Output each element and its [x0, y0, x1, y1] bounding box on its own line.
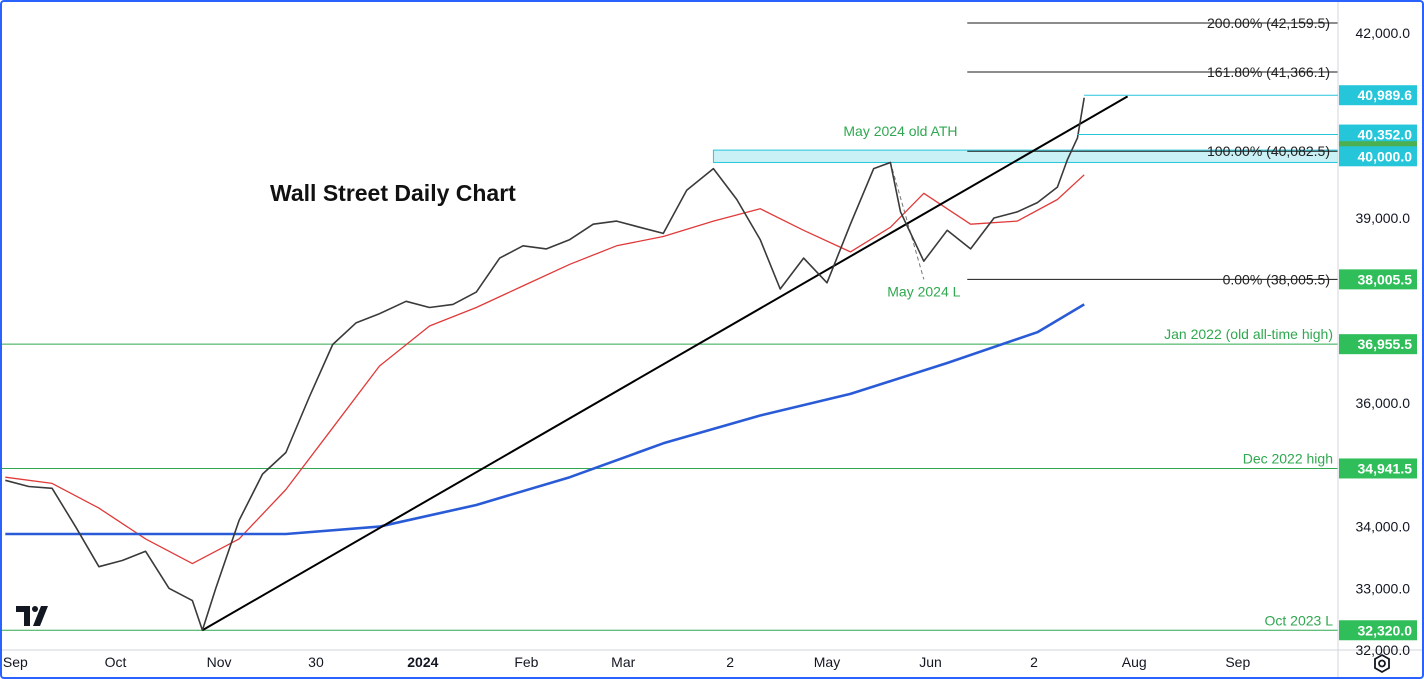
price-badge-bg-4: [1339, 269, 1417, 290]
x-tick-3: 30: [308, 654, 324, 670]
y-tick-3: 34,000.0: [1356, 519, 1411, 535]
price-line-0: [5, 97, 1085, 632]
price-badge-bg-3: [1339, 146, 1417, 167]
annotation-old-ath: May 2024 old ATH: [843, 123, 957, 139]
fib-connector: [889, 162, 925, 280]
x-tick-10: 2: [1030, 654, 1038, 670]
fib-label-3: 0.00% (38,005.5): [1223, 271, 1330, 287]
price-badge-7: 32,320.0: [1358, 622, 1413, 638]
x-tick-2: Nov: [207, 654, 232, 670]
y-tick-2: 36,000.0: [1356, 395, 1411, 411]
fib-label-2: 100.00% (40,082.5): [1207, 143, 1330, 159]
price-badge-bg-0: [1339, 85, 1417, 106]
ma-line-1: [5, 303, 1085, 536]
fib-label-0: 200.00% (42,159.5): [1207, 15, 1330, 31]
price-badge-bg-7: [1339, 620, 1417, 641]
annotation-may-low: May 2024 L: [887, 283, 960, 299]
chart-title: Wall Street Daily Chart: [270, 180, 516, 206]
price-badge-bg-5: [1339, 334, 1417, 355]
y-tick-0: 42,000.0: [1356, 25, 1411, 41]
price-badge-4: 38,005.5: [1358, 271, 1413, 287]
price-badge-1: 40,352.0: [1358, 127, 1413, 143]
x-tick-1: Oct: [105, 654, 127, 670]
x-tick-8: May: [814, 654, 840, 670]
annotation-layer: May 2024 old ATH May 2024 L: [843, 123, 960, 299]
x-tick-0: Sep: [3, 654, 28, 670]
fib-label-1: 161.80% (41,366.1): [1207, 64, 1330, 80]
settings-button[interactable]: [1370, 653, 1394, 675]
price-badge-bg-6: [1339, 458, 1417, 479]
y-tick-5: 32,000.0: [1356, 642, 1411, 658]
trendline-0: [201, 95, 1129, 632]
x-tick-12: Sep: [1225, 654, 1250, 670]
price-badge-5: 36,955.5: [1358, 336, 1413, 352]
moving-average-layer: [5, 174, 1085, 565]
price-badge-3: 40,000.0: [1358, 148, 1413, 164]
trendline-layer: [201, 95, 1129, 632]
x-tick-7: 2: [726, 654, 734, 670]
level-label-1: Dec 2022 high: [1243, 450, 1333, 466]
price-badge-bg-1: [1339, 124, 1417, 145]
x-tick-5: Feb: [514, 654, 538, 670]
price-badge-6: 34,941.5: [1358, 460, 1413, 476]
level-label-0: Jan 2022 (old all-time high): [1164, 326, 1333, 342]
x-tick-9: Jun: [919, 654, 942, 670]
badge-layer: 40,989.640,352.040,082.540,000.038,005.5…: [1077, 85, 1417, 641]
y-tick-1: 39,000.0: [1356, 210, 1411, 226]
ma-line-0: [5, 174, 1085, 565]
x-tick-4: 2024: [407, 654, 438, 670]
x-tick-6: Mar: [611, 654, 635, 670]
tradingview-logo: [16, 606, 48, 626]
price-badge-0: 40,989.6: [1358, 87, 1413, 103]
price-layer: [5, 97, 1085, 632]
horizontal-levels-layer: Jan 2022 (old all-time high) Dec 2022 hig…: [2, 326, 1338, 631]
y-tick-4: 33,000.0: [1356, 580, 1411, 596]
x-tick-11: Aug: [1122, 654, 1147, 670]
gear-icon: [1374, 653, 1390, 674]
level-label-2: Oct 2023 L: [1265, 612, 1334, 628]
fibonacci-layer: 200.00% (42,159.5) 161.80% (41,366.1) 100.…: [889, 15, 1338, 287]
